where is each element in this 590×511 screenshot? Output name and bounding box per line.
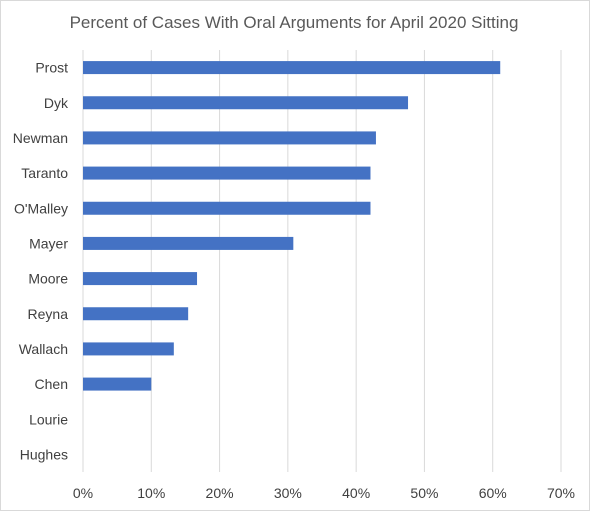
category-label: Dyk: [44, 95, 69, 111]
category-label: Newman: [13, 130, 68, 146]
gridlines: [82, 50, 562, 472]
category-label: Prost: [35, 60, 68, 76]
x-tick-label: 40%: [342, 485, 370, 501]
bar: [83, 96, 409, 110]
category-label: Reyna: [28, 306, 69, 322]
bar: [83, 201, 371, 215]
category-label: Mayer: [29, 235, 68, 251]
bar: [83, 236, 294, 250]
category-label: O'Malley: [14, 200, 68, 216]
category-label: Moore: [28, 271, 68, 287]
x-axis-ticks: 0% 10% 20% 30% 40% 50% 60% 70%: [73, 485, 575, 501]
category-label: Chen: [35, 376, 68, 392]
category-labels: Prost Dyk Newman Taranto O'Malley Mayer Moore R…: [13, 60, 69, 463]
bar: [83, 272, 198, 286]
category-label: Hughes: [20, 446, 68, 462]
category-label: Lourie: [29, 411, 68, 427]
bar: [83, 61, 501, 75]
bar: [83, 377, 152, 391]
x-tick-label: 30%: [274, 485, 302, 501]
bar: [83, 307, 189, 321]
x-tick-label: 70%: [547, 485, 575, 501]
bar: [83, 342, 174, 356]
x-tick-label: 20%: [206, 485, 234, 501]
chart-title: Percent of Cases With Oral Arguments for…: [70, 13, 519, 32]
bar: [83, 166, 371, 180]
category-label: Wallach: [19, 341, 68, 357]
bars: [83, 61, 501, 391]
bar: [83, 131, 376, 145]
x-tick-label: 50%: [410, 485, 438, 501]
x-tick-label: 10%: [137, 485, 165, 501]
x-tick-label: 60%: [479, 485, 507, 501]
x-tick-label: 0%: [73, 485, 93, 501]
category-label: Taranto: [21, 165, 68, 181]
